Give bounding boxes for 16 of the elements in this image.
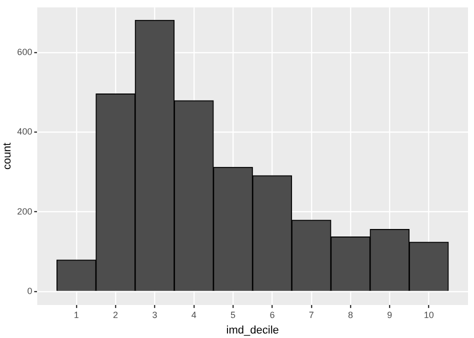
x-tick-label: 5 [230,310,236,320]
x-tick-label: 3 [152,310,158,320]
y-tick-label: 200 [17,206,32,216]
x-tick-label: 10 [424,310,434,320]
x-tick-label: 9 [387,310,392,320]
x-tick-label: 4 [191,310,196,320]
x-tick-label: 2 [113,310,118,320]
x-axis-title: imd_decile [226,324,279,336]
x-tick-label: 7 [308,310,314,320]
y-axis-title: count [2,142,14,170]
x-tick-label: 6 [270,310,275,320]
x-tick-label: 8 [348,310,354,320]
x-tick-label: 1 [74,310,79,320]
y-tick-label: 400 [17,126,32,137]
y-tick-label: 0 [27,286,32,296]
y-tick-label: 600 [17,46,32,57]
